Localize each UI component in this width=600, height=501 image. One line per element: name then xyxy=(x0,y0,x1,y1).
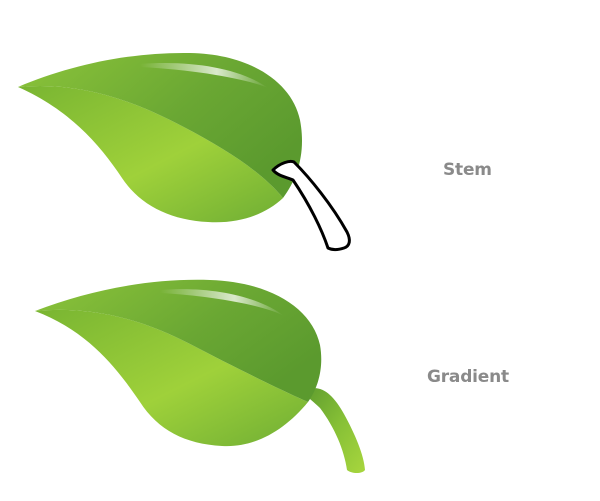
stem-gradient xyxy=(303,388,365,473)
leaf-bottom-shine xyxy=(160,289,284,316)
stem-label: Stem xyxy=(443,160,492,180)
gradient-label: Gradient xyxy=(427,367,509,387)
leaf-bottom xyxy=(35,279,365,473)
leaf-top xyxy=(18,52,351,251)
leaf-top-upper-half xyxy=(18,52,303,198)
leaf-bottom-lower-half xyxy=(35,309,308,447)
leaf-top-shine xyxy=(140,63,268,88)
stem-outline xyxy=(271,159,351,251)
leaf-bottom-upper-half xyxy=(35,279,322,402)
leaf-top-lower-half xyxy=(18,85,283,223)
